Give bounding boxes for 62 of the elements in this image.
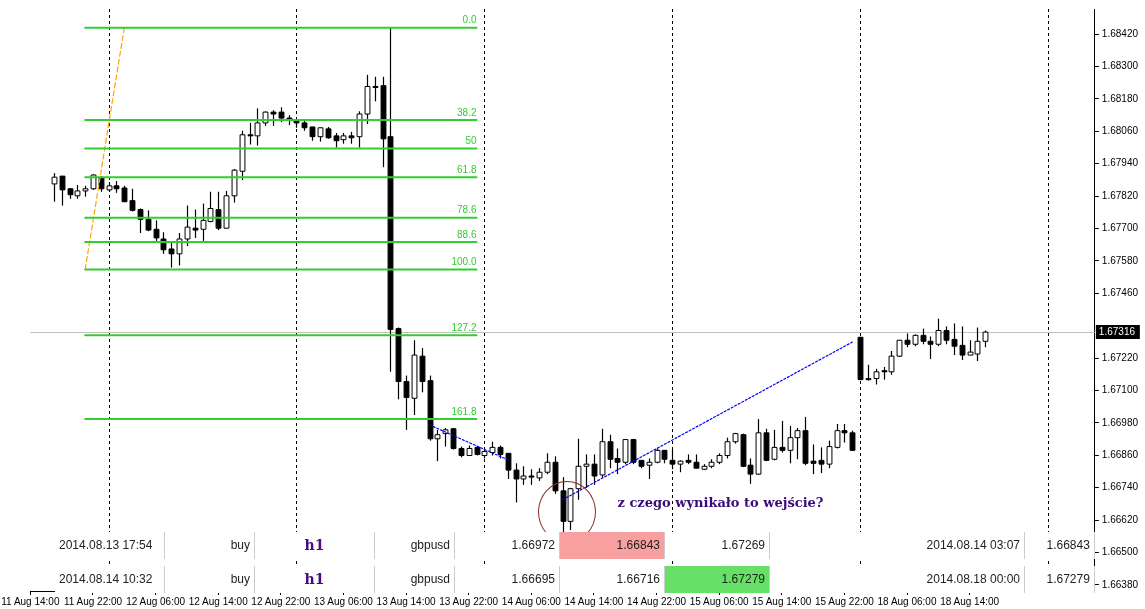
x-tick-label: 11 Aug 14:00 — [1, 595, 60, 607]
x-tick-label: 11 Aug 22:00 — [63, 595, 123, 607]
annotation: 1.66843 — [1025, 532, 1095, 559]
x-tick-label: 14 Aug 06:00 — [501, 595, 562, 607]
y-tick-label: 1.66860 — [1101, 448, 1139, 460]
series-label: 88.6 — [457, 228, 477, 240]
y-tick-label: 1.67460 — [1101, 287, 1139, 298]
x-tick-label: 12 Aug 14:00 — [188, 595, 249, 607]
x-tick-label: 18 Aug 14:00 — [940, 595, 1000, 607]
series-label: 100.0 — [451, 256, 477, 268]
y-tick-label: 1.68420 — [1101, 27, 1139, 39]
annotation: buy — [165, 566, 255, 593]
annotation: h1 — [255, 566, 375, 593]
series-label: 0.0 — [462, 14, 477, 26]
x-tick-label: 15 Aug 06:00 — [689, 595, 750, 607]
annotation: 2014.08.18 00:00 — [770, 566, 1025, 593]
x-tick-label: 12 Aug 22:00 — [251, 595, 311, 607]
annotation: z czego wynikało to wejście? — [617, 495, 824, 510]
annotation: buy — [165, 532, 255, 559]
series-label: 61.8 — [457, 163, 477, 175]
annotation: 2014.08.13 17:54 — [55, 532, 165, 559]
annotation: 1.66843 — [560, 532, 665, 559]
annotation: 2014.08.14 10:32 — [55, 566, 165, 593]
y-tick-label: 1.67820 — [1101, 189, 1139, 201]
y-tick-label: 1.67580 — [1101, 254, 1139, 266]
y-tick-label: 1.66980 — [1101, 416, 1139, 428]
x-tick-label: 13 Aug 22:00 — [439, 595, 499, 607]
annotation: h1 — [255, 532, 375, 559]
annotation: 1.66716 — [560, 566, 665, 593]
x-tick-label: 18 Aug 06:00 — [877, 595, 937, 607]
annotation: 1.66695 — [455, 566, 560, 593]
annotation: gbpusd — [375, 532, 455, 559]
y-tick-label: 1.67100 — [1101, 384, 1139, 396]
y-tick-label: 1.67940 — [1101, 157, 1139, 169]
x-tick-label: 12 Aug 06:00 — [126, 595, 186, 607]
series-label: 161.8 — [451, 405, 477, 417]
y-tick-label: 1.66380 — [1101, 578, 1139, 590]
series-label: 78.6 — [457, 204, 477, 216]
x-tick-label: 15 Aug 22:00 — [814, 595, 875, 607]
x-tick-label: 14 Aug 22:00 — [627, 595, 687, 607]
series-label: 50 — [465, 135, 477, 147]
ref-line-label: 1.67316 — [1098, 325, 1136, 337]
x-tick-label: 13 Aug 06:00 — [313, 595, 374, 607]
y-tick-label: 1.68060 — [1101, 125, 1139, 137]
annotation: 1.67279 — [1025, 566, 1095, 593]
series-label: 127.2 — [451, 322, 477, 334]
x-tick-label: 13 Aug 14:00 — [376, 595, 436, 607]
y-tick-label: 1.66740 — [1101, 481, 1139, 493]
y-tick-label: 1.66620 — [1101, 513, 1139, 525]
series-label: 38.2 — [457, 106, 477, 118]
annotation: 2014.08.14 03:07 — [770, 532, 1025, 559]
x-tick-label: 15 Aug 14:00 — [752, 595, 812, 607]
y-tick-label: 1.68180 — [1101, 92, 1139, 104]
y-tick-label: 1.67700 — [1101, 222, 1139, 234]
y-tick-label: 1.66500 — [1101, 546, 1139, 558]
annotation: 1.66972 — [455, 532, 560, 559]
x-tick-label: 14 Aug 14:00 — [564, 595, 624, 607]
y-tick-label: 1.68300 — [1101, 60, 1139, 72]
y-tick-label: 1.67220 — [1101, 351, 1139, 363]
annotation: 1.67269 — [665, 532, 770, 559]
annotation: gbpusd — [375, 566, 455, 593]
annotation: 1.67279 — [665, 566, 770, 593]
